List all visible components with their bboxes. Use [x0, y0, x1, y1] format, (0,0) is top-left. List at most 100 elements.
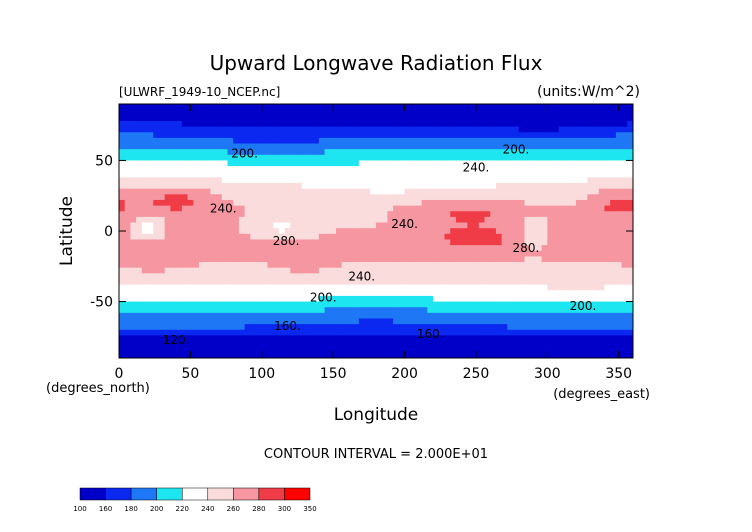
field-cell: [535, 115, 543, 122]
field-cell: [141, 284, 149, 291]
field-cell: [267, 149, 274, 156]
field-cell: [450, 307, 457, 314]
field-cell: [290, 335, 297, 342]
field-cell: [598, 126, 606, 133]
field-cell: [627, 104, 633, 111]
field-cell: [467, 183, 474, 190]
field-cell: [467, 154, 474, 162]
field-cell: [530, 228, 537, 235]
field-cell: [341, 278, 349, 286]
field-cell: [227, 137, 234, 145]
field-cell: [278, 222, 286, 229]
field-cell: [490, 335, 497, 342]
field-cell: [273, 149, 280, 156]
field-cell: [193, 194, 200, 201]
field-cell: [507, 160, 514, 167]
field-cell: [244, 341, 251, 348]
field-cell: [136, 160, 143, 167]
field-cell: [621, 188, 628, 195]
field-cell: [358, 222, 366, 229]
field-cell: [221, 132, 229, 139]
field-cell: [575, 228, 583, 235]
field-cell: [273, 143, 280, 150]
field-cell: [158, 341, 166, 348]
field-cell: [376, 307, 383, 314]
field-cell: [136, 352, 143, 358]
field-cell: [553, 171, 560, 178]
field-cell: [284, 143, 291, 150]
field-cell: [535, 239, 543, 246]
field-cell: [387, 137, 394, 145]
field-cell: [330, 329, 337, 337]
field-cell: [347, 329, 354, 337]
field-cell: [358, 188, 366, 195]
field-cell: [147, 346, 154, 353]
field-cell: [238, 329, 246, 337]
field-cell: [210, 250, 217, 257]
field-cell: [564, 329, 571, 337]
field-cell: [604, 346, 611, 353]
field-cell: [250, 205, 257, 212]
field-cell: [524, 171, 531, 178]
field-cell: [204, 171, 211, 178]
field-cell: [444, 211, 451, 218]
field-cell: [381, 228, 389, 235]
field-cell: [484, 132, 491, 139]
field-cell: [364, 177, 371, 184]
field-cell: [467, 132, 474, 139]
field-cell: [547, 273, 554, 280]
field-cell: [558, 233, 566, 241]
field-cell: [621, 301, 628, 308]
field-cell: [518, 318, 526, 325]
field-cell: [404, 324, 411, 331]
field-cell: [535, 188, 543, 195]
field-cell: [187, 183, 194, 190]
field-cell: [610, 329, 617, 337]
field-cell: [336, 290, 343, 297]
field-cell: [541, 126, 548, 133]
field-cell: [438, 149, 446, 156]
field-cell: [119, 250, 126, 257]
field-cell: [136, 278, 143, 286]
field-cell: [398, 194, 406, 201]
field-cell: [467, 307, 474, 314]
field-cell: [444, 346, 451, 353]
field-cell: [290, 188, 297, 195]
field-cell: [324, 183, 331, 190]
field-cell: [187, 290, 194, 297]
field-cell: [593, 166, 600, 173]
field-cell: [404, 126, 411, 133]
field-cell: [553, 211, 560, 218]
field-cell: [444, 273, 451, 280]
field-cell: [147, 183, 154, 190]
field-cell: [358, 166, 366, 173]
field-cell: [427, 177, 434, 184]
field-cell: [124, 109, 132, 116]
field-cell: [507, 307, 514, 314]
field-cell: [495, 295, 503, 303]
field-cell: [461, 273, 468, 280]
field-cell: [256, 109, 263, 116]
field-cell: [381, 194, 389, 201]
band-strip: [410, 104, 417, 358]
field-cell: [455, 216, 463, 224]
field-cell: [324, 318, 331, 325]
field-cell: [256, 295, 263, 303]
field-cell: [524, 205, 531, 212]
field-cell: [415, 335, 423, 342]
field-cell: [204, 188, 211, 195]
field-cell: [421, 352, 428, 358]
field-cell: [124, 211, 132, 218]
field-cell: [324, 295, 331, 303]
field-cell: [204, 154, 211, 162]
field-cell: [381, 301, 389, 308]
field-cell: [530, 295, 537, 303]
field-cell: [313, 143, 320, 150]
field-cell: [261, 222, 269, 229]
field-cell: [444, 312, 451, 320]
field-cell: [535, 109, 543, 116]
field-cell: [250, 104, 257, 111]
field-cell: [238, 166, 246, 173]
field-cell: [124, 104, 132, 111]
